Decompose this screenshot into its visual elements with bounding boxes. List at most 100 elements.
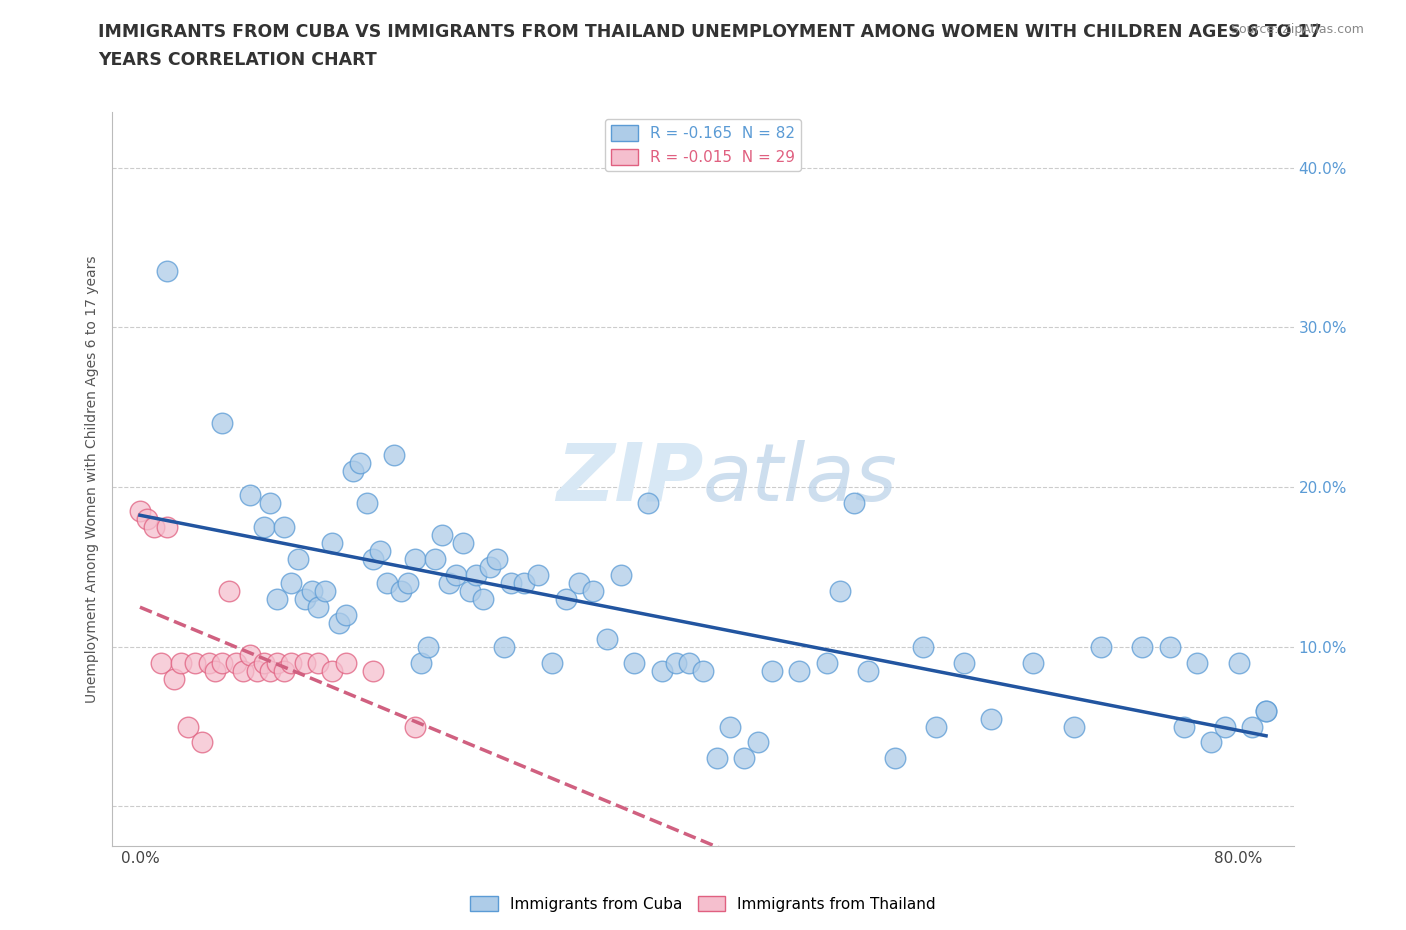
Point [815, 656, 838, 671]
Point [637, 496, 659, 511]
Point [1254, 703, 1277, 718]
Point [273, 520, 295, 535]
Point [321, 536, 343, 551]
Point [472, 591, 495, 606]
Point [720, 719, 742, 734]
Point [596, 631, 619, 646]
Point [280, 656, 302, 671]
Point [582, 583, 605, 598]
Point [1173, 719, 1195, 734]
Point [335, 656, 357, 671]
Point [252, 656, 274, 671]
Point [1159, 639, 1181, 654]
Point [485, 551, 508, 566]
Point [142, 520, 165, 535]
Point [1241, 719, 1264, 734]
Point [349, 456, 371, 471]
Point [177, 719, 200, 734]
Point [204, 663, 226, 678]
Point [328, 616, 350, 631]
Point [609, 567, 631, 582]
Point [856, 663, 879, 678]
Point [747, 735, 769, 750]
Point [1213, 719, 1236, 734]
Point [375, 576, 398, 591]
Point [1254, 703, 1277, 718]
Point [1199, 735, 1222, 750]
Point [418, 639, 440, 654]
Legend: Immigrants from Cuba, Immigrants from Thailand: Immigrants from Cuba, Immigrants from Th… [464, 889, 942, 918]
Point [184, 656, 207, 671]
Point [301, 583, 323, 598]
Point [451, 536, 474, 551]
Point [444, 567, 467, 582]
Point [252, 520, 274, 535]
Point [492, 639, 515, 654]
Point [404, 719, 426, 734]
Point [437, 576, 460, 591]
Point [368, 543, 391, 558]
Point [287, 551, 309, 566]
Point [527, 567, 550, 582]
Text: IMMIGRANTS FROM CUBA VS IMMIGRANTS FROM THAILAND UNEMPLOYMENT AMONG WOMEN WITH C: IMMIGRANTS FROM CUBA VS IMMIGRANTS FROM … [98, 23, 1322, 41]
Text: YEARS CORRELATION CHART: YEARS CORRELATION CHART [98, 51, 377, 69]
Point [321, 663, 343, 678]
Point [342, 463, 364, 478]
Point [259, 663, 281, 678]
Point [266, 591, 288, 606]
Point [363, 551, 385, 566]
Point [980, 711, 1002, 726]
Point [294, 591, 316, 606]
Point [911, 639, 934, 654]
Point [830, 583, 852, 598]
Point [425, 551, 447, 566]
Point [692, 663, 714, 678]
Point [218, 583, 240, 598]
Point [308, 599, 330, 614]
Text: Source: ZipAtlas.com: Source: ZipAtlas.com [1230, 23, 1364, 36]
Point [623, 656, 645, 671]
Point [239, 487, 262, 502]
Point [259, 496, 281, 511]
Point [294, 656, 316, 671]
Point [925, 719, 948, 734]
Point [308, 656, 330, 671]
Point [163, 671, 186, 686]
Point [404, 551, 426, 566]
Point [266, 656, 288, 671]
Point [356, 496, 378, 511]
Text: atlas: atlas [703, 440, 898, 518]
Point [761, 663, 783, 678]
Point [513, 576, 536, 591]
Point [211, 416, 233, 431]
Point [664, 656, 686, 671]
Point [156, 520, 179, 535]
Point [273, 663, 295, 678]
Point [568, 576, 591, 591]
Point [465, 567, 488, 582]
Point [787, 663, 810, 678]
Point [541, 656, 564, 671]
Point [211, 656, 233, 671]
Point [733, 751, 755, 766]
Text: ZIP: ZIP [555, 440, 703, 518]
Point [953, 656, 976, 671]
Point [156, 264, 179, 279]
Point [170, 656, 193, 671]
Point [479, 559, 502, 574]
Point [190, 735, 212, 750]
Point [499, 576, 522, 591]
Point [678, 656, 700, 671]
Point [129, 503, 152, 518]
Point [842, 496, 865, 511]
Point [335, 607, 357, 622]
Point [1187, 656, 1209, 671]
Point [363, 663, 385, 678]
Point [706, 751, 728, 766]
Point [149, 656, 172, 671]
Point [232, 663, 254, 678]
Point [225, 656, 247, 671]
Point [239, 647, 262, 662]
Point [884, 751, 907, 766]
Point [135, 512, 157, 526]
